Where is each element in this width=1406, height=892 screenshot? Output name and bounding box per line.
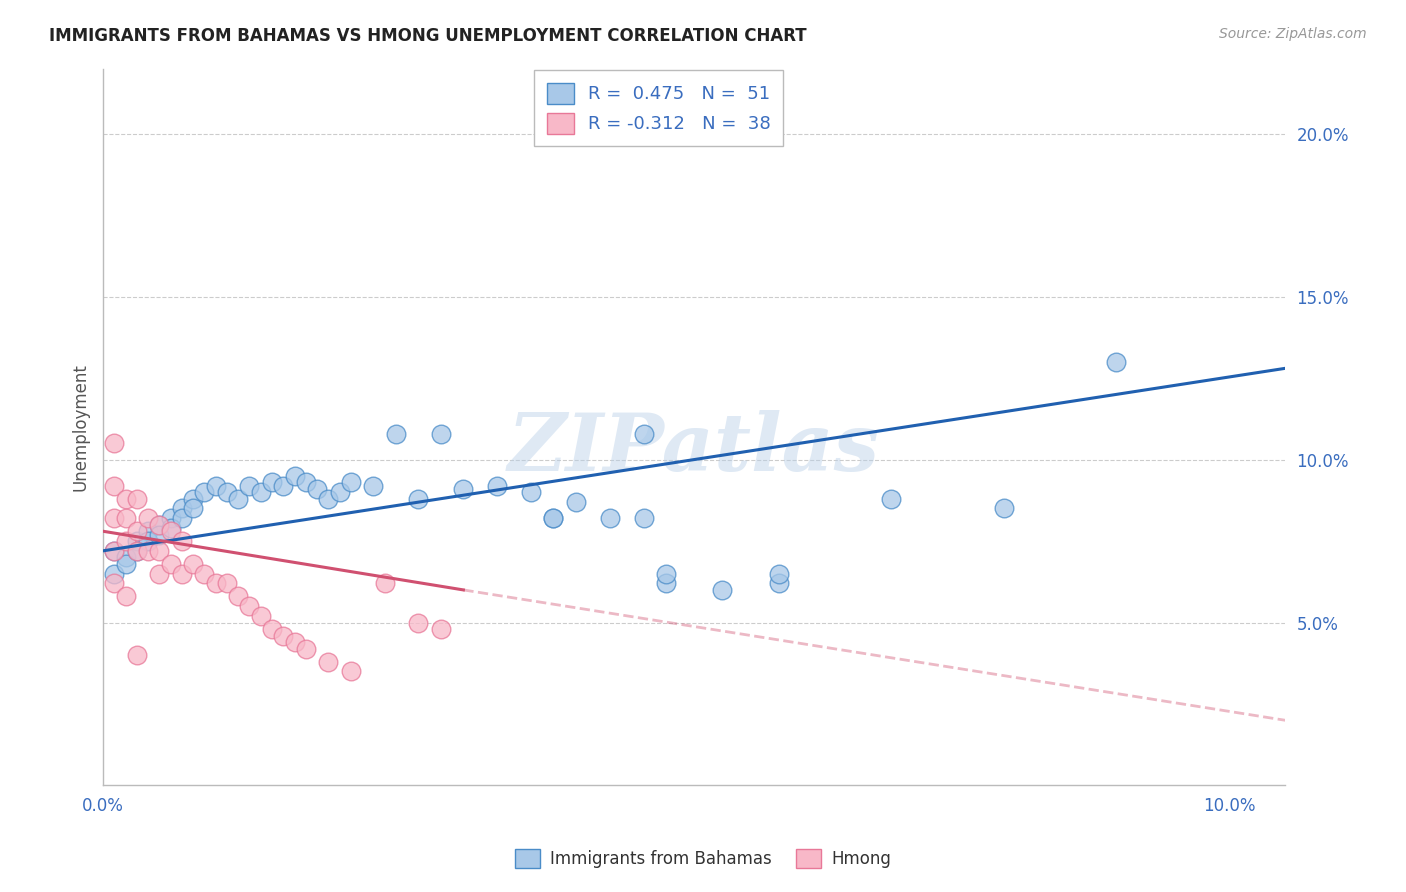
Point (193, 566, 215, 581)
Point (374, 576, 396, 591)
Point (148, 517, 170, 532)
Point (159, 521, 181, 535)
Point (193, 485, 215, 500)
Point (249, 609, 271, 624)
Point (170, 534, 193, 549)
Point (181, 557, 204, 571)
Point (136, 534, 159, 549)
Point (260, 475, 283, 490)
Point (215, 485, 238, 500)
Text: ZIPatlas: ZIPatlas (508, 409, 880, 487)
Point (125, 544, 148, 558)
Point (114, 550, 136, 565)
Point (103, 566, 125, 581)
Point (148, 566, 170, 581)
Point (316, 655, 339, 669)
Point (114, 557, 136, 571)
Point (125, 491, 148, 506)
Point (340, 665, 363, 679)
Point (711, 582, 734, 597)
Point (204, 576, 226, 591)
Legend: Immigrants from Bahamas, Hmong: Immigrants from Bahamas, Hmong (508, 842, 898, 875)
Point (408, 615, 430, 630)
Point (238, 478, 260, 492)
Text: IMMIGRANTS FROM BAHAMAS VS HMONG UNEMPLOYMENT CORRELATION CHART: IMMIGRANTS FROM BAHAMAS VS HMONG UNEMPLO… (49, 27, 807, 45)
Point (565, 495, 588, 509)
Point (305, 482, 328, 496)
Point (215, 576, 238, 591)
Point (655, 566, 678, 581)
Y-axis label: Unemployment: Unemployment (72, 363, 89, 491)
Point (148, 544, 170, 558)
Point (655, 576, 678, 591)
Point (1105, 355, 1128, 369)
Legend: R =  0.475   N =  51, R = -0.312   N =  38: R = 0.475 N = 51, R = -0.312 N = 38 (534, 70, 783, 146)
Point (181, 501, 204, 516)
Point (159, 557, 181, 571)
Point (430, 622, 453, 636)
Point (520, 485, 543, 500)
Point (294, 475, 316, 490)
Point (136, 511, 159, 525)
Point (148, 517, 170, 532)
Point (103, 436, 125, 450)
Point (159, 524, 181, 539)
Point (170, 566, 193, 581)
Point (125, 648, 148, 662)
Point (170, 501, 193, 516)
Point (768, 566, 790, 581)
Point (363, 478, 385, 492)
Point (599, 511, 621, 525)
Point (408, 491, 430, 506)
Point (328, 485, 350, 500)
Point (283, 635, 305, 649)
Point (114, 491, 136, 506)
Point (238, 599, 260, 614)
Point (486, 478, 509, 492)
Point (249, 485, 271, 500)
Point (103, 478, 125, 492)
Point (114, 511, 136, 525)
Point (633, 426, 655, 441)
Point (283, 468, 305, 483)
Point (204, 478, 226, 492)
Point (148, 527, 170, 541)
Point (543, 511, 565, 525)
Point (136, 544, 159, 558)
Point (103, 576, 125, 591)
Point (125, 544, 148, 558)
Point (226, 590, 249, 604)
Point (103, 511, 125, 525)
Point (271, 478, 294, 492)
Text: Source: ZipAtlas.com: Source: ZipAtlas.com (1219, 27, 1367, 41)
Point (170, 511, 193, 525)
Point (103, 544, 125, 558)
Point (260, 622, 283, 636)
Point (453, 482, 475, 496)
Point (294, 641, 316, 656)
Point (114, 590, 136, 604)
Point (316, 491, 339, 506)
Point (103, 544, 125, 558)
Point (633, 511, 655, 525)
Point (159, 511, 181, 525)
Point (125, 524, 148, 539)
Point (340, 475, 363, 490)
Point (880, 491, 903, 506)
Point (430, 426, 453, 441)
Point (136, 524, 159, 539)
Point (768, 576, 790, 591)
Point (385, 426, 408, 441)
Point (114, 534, 136, 549)
Point (271, 628, 294, 642)
Point (125, 534, 148, 549)
Point (226, 491, 249, 506)
Point (993, 501, 1015, 516)
Point (181, 491, 204, 506)
Point (543, 511, 565, 525)
